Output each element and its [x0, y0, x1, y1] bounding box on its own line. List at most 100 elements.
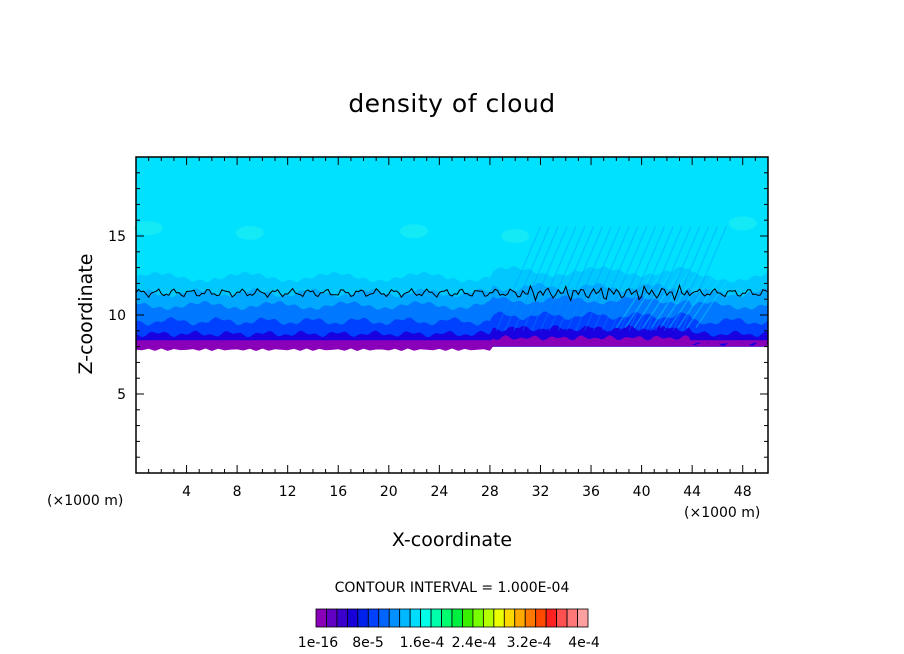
ripple-line: [660, 270, 699, 328]
ripple-line: [548, 226, 595, 332]
density-field: [134, 157, 768, 351]
ripple-line: [633, 270, 673, 328]
field-patch: [235, 225, 264, 240]
field-patch: [400, 224, 429, 239]
colorbar-swatch: [315, 608, 327, 628]
colorbar-label: 2.4e-4: [452, 635, 497, 651]
colorbar-swatch: [326, 608, 338, 628]
colorbar-swatch: [388, 608, 401, 628]
colorbar-swatch: [556, 608, 568, 628]
ripple-line: [642, 270, 682, 328]
colorbar-swatch: [451, 608, 463, 628]
ripple-line: [651, 270, 691, 328]
colorbar-swatch: [577, 608, 589, 628]
chart-title: density of cloud: [348, 89, 555, 118]
x-tick-label: 44: [683, 484, 701, 500]
colorbar-swatch: [430, 608, 442, 628]
field-patch: [134, 221, 163, 236]
colorbar-label: 8e-5: [352, 635, 383, 651]
colorbar-label: 1e-16: [298, 635, 338, 651]
ripple-line: [619, 226, 665, 332]
ripple-line: [663, 226, 710, 332]
colorbar-swatch: [420, 608, 432, 628]
y-axis: 5 10 15: [108, 172, 768, 458]
x-tick-label: 36: [582, 484, 600, 500]
colorbar-label: 3.2e-4: [507, 635, 552, 651]
colorbar-swatch: [409, 608, 422, 628]
x-tick-label: 8: [233, 484, 242, 500]
x-unit-label-right: (×1000 m): [684, 505, 760, 521]
colorbar-swatch: [535, 608, 547, 628]
y-axis-label: Z-coordinate: [75, 254, 97, 375]
x-axis-label: X-coordinate: [392, 529, 512, 551]
x-tick-label: 48: [734, 484, 752, 500]
colorbar-swatch: [357, 608, 369, 628]
ripple-line: [668, 270, 708, 328]
ripple-line: [513, 226, 559, 332]
x-unit-label-left: (×1000 m): [47, 493, 123, 509]
colorbar-swatch: [566, 608, 578, 628]
colorbar-swatch: [493, 608, 505, 628]
wave-ripples: [495, 226, 735, 332]
x-axis: 4 8 12 16 20 24 28 32 36 40 44 48: [148, 157, 756, 500]
colorbar-swatch: [399, 608, 411, 628]
plot-area: [134, 156, 769, 474]
ripple-line: [672, 226, 718, 332]
x-tick-label: 32: [532, 484, 550, 500]
ripple-line: [539, 226, 586, 332]
ripple-line: [646, 226, 692, 332]
colorbar-swatch: [503, 608, 516, 628]
colorbar-swatch: [482, 608, 495, 628]
ripple-line: [584, 226, 630, 332]
y-tick-label: 5: [117, 387, 126, 403]
y-tick-label: 10: [108, 308, 126, 324]
colorbar: [315, 608, 589, 628]
contour-interval-label: CONTOUR INTERVAL = 1.000E-04: [335, 580, 570, 596]
x-tick-label: 20: [380, 484, 398, 500]
colorbar-swatch: [346, 608, 359, 628]
ripple-line: [522, 226, 568, 332]
x-tick-label: 4: [182, 484, 191, 500]
ripple-line: [695, 270, 735, 328]
ripple-line: [504, 226, 550, 332]
ripple-line: [531, 226, 577, 332]
ripple-line: [677, 270, 717, 328]
ripple-line: [624, 270, 664, 328]
field-patch: [728, 216, 757, 231]
x-tick-label: 16: [329, 484, 347, 500]
field-patch: [501, 229, 530, 243]
x-tick-label: 40: [633, 484, 651, 500]
colorbar-swatch: [336, 608, 348, 628]
ripple-line: [628, 226, 674, 332]
colorbar-label: 1.6e-4: [400, 635, 445, 651]
ripple-line: [557, 226, 603, 332]
ripple-line: [615, 270, 655, 328]
x-tick-label: 28: [481, 484, 499, 500]
ripple-line: [593, 226, 639, 332]
colorbar-label: 4e-4: [568, 635, 600, 651]
x-tick-label: 24: [430, 484, 448, 500]
x-tick-label: 12: [279, 484, 297, 500]
ripple-line: [681, 226, 727, 332]
ripple-line: [566, 226, 612, 332]
colorbar-swatch: [514, 608, 526, 628]
colorbar-swatch: [524, 608, 537, 628]
colorbar-swatch: [378, 608, 390, 628]
ripple-line: [601, 226, 648, 332]
colorbar-swatch: [545, 608, 558, 628]
contour-line: [135, 283, 769, 303]
ripple-line: [654, 226, 701, 332]
y-tick-label: 15: [108, 229, 126, 245]
colorbar-labels: 1e-16 8e-5 1.6e-4 2.4e-4 3.2e-4 4e-4: [298, 635, 600, 651]
ripple-line: [575, 226, 621, 332]
colorbar-swatch: [472, 608, 484, 628]
ripple-line: [637, 226, 683, 332]
ripple-line: [686, 270, 726, 328]
ripple-line: [610, 226, 657, 332]
ripple-line: [495, 226, 542, 332]
cloud-base: [136, 340, 768, 351]
colorbar-swatch: [367, 608, 380, 628]
colorbar-swatch: [441, 608, 453, 628]
colorbar-swatch: [462, 608, 474, 628]
